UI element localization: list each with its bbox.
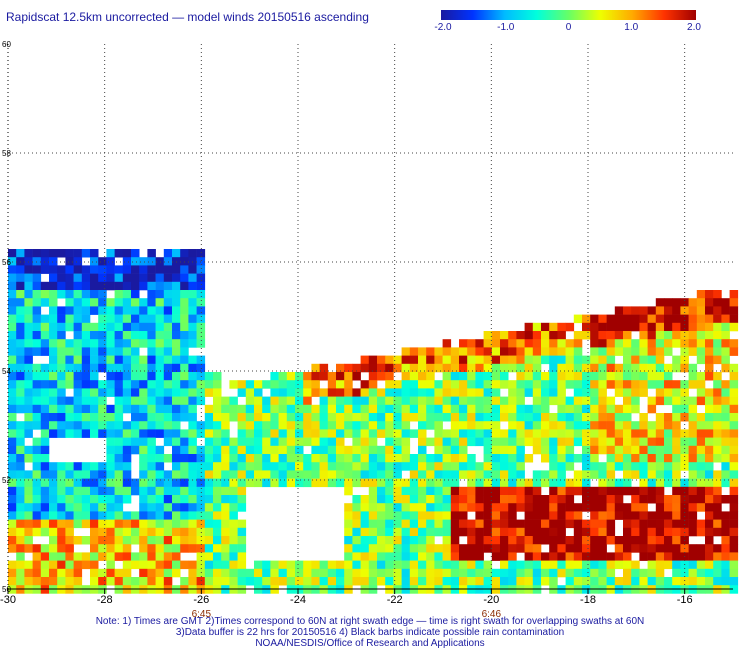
swath-time-label: 6:45	[192, 609, 212, 620]
colorbar-tick-label: 1.0	[624, 22, 639, 33]
colorbar-tick-label: 0	[565, 22, 572, 33]
lon-tick-label: -26	[193, 594, 209, 606]
lon-tick-label: -22	[387, 594, 403, 606]
lat-tick-label: 56	[2, 258, 11, 267]
credit-line: NOAA/NESDIS/Office of Research and Appli…	[255, 638, 485, 649]
lon-tick-label: -24	[290, 594, 306, 606]
lon-tick-label: -28	[97, 594, 113, 606]
note-line-1: Note: 1) Times are GMT 2)Times correspon…	[95, 616, 645, 627]
lon-tick-label: -18	[580, 594, 596, 606]
colorbar-tick-label: -1.0	[497, 22, 515, 33]
lon-tick-label: -30	[0, 594, 16, 606]
lon-tick-label: -16	[677, 594, 693, 606]
colorbar	[441, 10, 696, 20]
page-title: Rapidscat 12.5km uncorrected — model win…	[6, 10, 369, 24]
lat-tick-label: 52	[2, 476, 11, 485]
colorbar-tick-label: 2.0	[687, 22, 701, 33]
lat-tick-label: 54	[2, 367, 11, 376]
lat-tick-label: 60	[2, 40, 11, 49]
colorbar-tick-label: -2.0	[434, 22, 452, 33]
lon-tick-label: -20	[483, 594, 499, 606]
lat-tick-label: 50	[2, 585, 11, 594]
note-line-2: 3)Data buffer is 22 hrs for 20150516 4) …	[175, 627, 565, 638]
swath-time-label: 6:46	[482, 609, 502, 620]
lat-tick-label: 58	[2, 149, 11, 158]
